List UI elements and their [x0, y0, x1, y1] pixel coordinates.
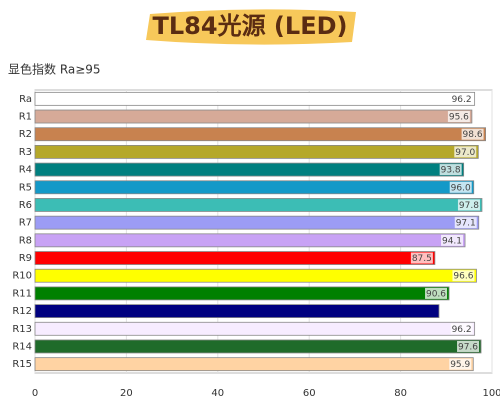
value-label: 98.6	[463, 130, 483, 140]
y-tick-label: R15	[12, 359, 32, 370]
x-tick-label: 100	[482, 388, 500, 399]
value-label: 96.2	[452, 325, 472, 335]
value-label: 90.6	[426, 289, 446, 299]
value-label-bg	[447, 111, 470, 123]
bar	[34, 304, 440, 318]
y-tick-label: R4	[19, 165, 32, 176]
value-label-bg	[449, 358, 472, 370]
y-tick-label: R7	[19, 218, 32, 229]
y-tick-label: R9	[19, 253, 32, 264]
value-label: 95.9	[450, 360, 470, 370]
y-tick-label: R6	[19, 200, 32, 211]
x-tick-label: 60	[303, 388, 316, 399]
value-label-bg	[449, 181, 472, 193]
value-label: 97.1	[456, 219, 476, 229]
value-label-bg	[439, 164, 462, 176]
bar	[34, 109, 473, 124]
title-brush	[146, 9, 356, 45]
value-label-bg	[457, 199, 480, 211]
bar	[34, 162, 465, 177]
bar	[34, 357, 474, 372]
value-label-bg	[452, 270, 475, 282]
value-label: 97.6	[458, 342, 478, 352]
value-label: 97.0	[455, 148, 475, 158]
bar	[34, 339, 482, 354]
bar	[34, 286, 450, 301]
y-tick-label: R5	[19, 182, 32, 193]
value-label-bg	[454, 217, 477, 229]
bar	[34, 233, 466, 248]
value-label-bg	[450, 93, 473, 105]
y-tick-label: R14	[12, 341, 32, 352]
y-tick-label: R11	[12, 288, 32, 299]
value-label: 94.1	[442, 236, 462, 246]
x-tick-label: 20	[120, 388, 133, 399]
value-label: 96.6	[453, 272, 473, 282]
bar	[34, 321, 476, 336]
x-tick-label: 40	[211, 388, 224, 399]
value-label-bg	[450, 323, 473, 335]
value-label: 96.0	[451, 183, 471, 193]
value-label-bg	[425, 287, 448, 299]
value-label: 95.6	[449, 113, 469, 123]
bar	[34, 145, 479, 159]
x-tick-label: 80	[394, 388, 407, 399]
value-label-bg	[457, 340, 480, 352]
y-tick-label: R2	[19, 129, 32, 140]
value-label: 97.8	[459, 201, 479, 211]
value-label: 87.5	[412, 254, 432, 264]
value-label: 93.8	[441, 166, 461, 176]
value-label: 96.2	[452, 95, 472, 105]
y-tick-label: R12	[12, 306, 32, 317]
y-tick-label: R13	[12, 324, 32, 335]
value-label-bg	[441, 234, 464, 246]
bar	[34, 180, 475, 195]
value-label-bg	[454, 146, 477, 158]
bar	[34, 127, 487, 142]
x-tick-label: 0	[32, 388, 38, 399]
value-label-bg	[410, 252, 433, 264]
bar	[34, 198, 483, 212]
chart-subtitle: 显色指数 Ra≥95	[8, 62, 101, 77]
value-label-bg	[461, 128, 484, 140]
y-tick-label: Ra	[19, 94, 32, 105]
bar	[34, 268, 477, 283]
chart-title: TL84光源 (LED)	[153, 12, 348, 40]
y-tick-label: R8	[19, 235, 32, 246]
y-tick-label: R10	[12, 271, 32, 282]
bar	[34, 91, 476, 106]
bar	[34, 215, 480, 230]
y-tick-label: R1	[19, 112, 32, 123]
bar	[34, 251, 436, 265]
y-tick-label: R3	[19, 147, 32, 158]
